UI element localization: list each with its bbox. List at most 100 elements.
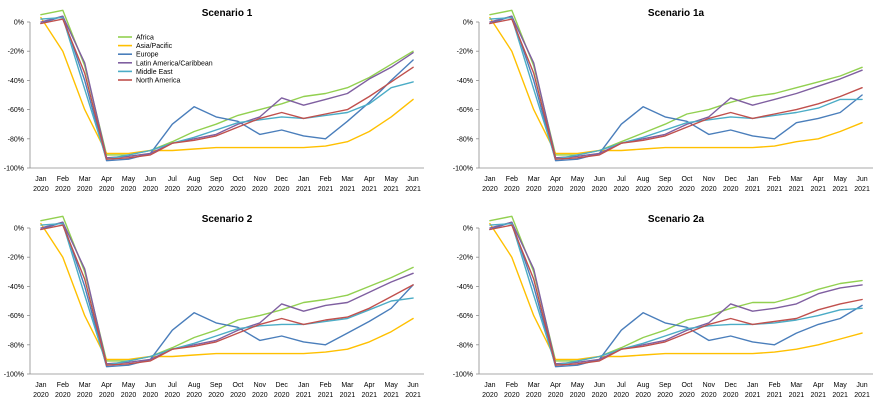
series-line-europe (489, 221, 863, 368)
series-line-middle-east (40, 16, 414, 160)
y-tick-label: -100% (4, 166, 24, 173)
x-tick-label: Jun 2021 (405, 382, 421, 399)
x-tick-label: Jan 2021 (296, 382, 312, 399)
x-tick-label: Jul 2020 (164, 176, 180, 193)
x-tick-label: Aug 2020 (635, 176, 651, 193)
y-tick-label: -20% (8, 255, 24, 262)
y-tick-label: 0% (14, 226, 24, 233)
x-tick-label: May 2021 (832, 382, 848, 399)
x-tick-label: Feb 2021 (318, 382, 334, 399)
x-tick-label: Jun 2021 (854, 382, 870, 399)
legend-label: North America (136, 78, 180, 85)
x-tick-label: Aug 2020 (186, 382, 202, 399)
y-tick-label: -20% (457, 255, 473, 262)
y-tick-label: 0% (14, 20, 24, 27)
x-tick-label: Jun 2021 (854, 176, 870, 193)
chart-title: Scenario 2 (202, 214, 253, 225)
x-tick-label: Mar 2020 (77, 176, 93, 193)
series-line-asia-pacific (489, 222, 863, 361)
x-tick-label: Oct 2020 (230, 176, 246, 193)
x-tick-label: Oct 2020 (230, 382, 246, 399)
series-line-europe (40, 221, 414, 368)
x-tick-label: Feb 2020 (55, 176, 71, 193)
x-tick-label: Jun 2021 (405, 176, 421, 193)
chart-title: Scenario 2a (648, 214, 705, 225)
x-tick-label: Mar 2020 (77, 382, 93, 399)
x-tick-label: Dec 2020 (723, 176, 739, 193)
series-line-latin-america-caribbean (489, 15, 863, 159)
x-tick-label: May 2021 (383, 382, 399, 399)
x-tick-label: Feb 2020 (504, 176, 520, 193)
legend-label: Middle East (136, 69, 173, 76)
x-tick-label: Apr 2020 (99, 382, 115, 399)
x-tick-label: Jul 2020 (613, 176, 629, 193)
x-tick-label: Mar 2020 (526, 382, 542, 399)
y-tick-label: -20% (8, 49, 24, 56)
x-tick-label: Nov 2020 (252, 382, 268, 399)
y-tick-label: -60% (8, 107, 24, 114)
x-tick-label: Jan 2021 (745, 176, 761, 193)
x-tick-label: Jan 2020 (33, 382, 49, 399)
x-tick-label: Jan 2021 (745, 382, 761, 399)
x-tick-label: May 2020 (121, 382, 137, 399)
chart-title: Scenario 1a (648, 8, 705, 19)
x-tick-label: Aug 2020 (186, 176, 202, 193)
y-tick-label: -80% (457, 342, 473, 349)
x-tick-label: Sep 2020 (657, 382, 673, 399)
y-tick-label: 0% (463, 20, 473, 27)
x-tick-label: Nov 2020 (701, 176, 717, 193)
x-tick-label: May 2021 (383, 176, 399, 193)
x-tick-label: Jun 2020 (592, 382, 608, 399)
y-tick-label: -20% (457, 49, 473, 56)
x-tick-label: Feb 2020 (55, 382, 71, 399)
y-tick-label: -40% (8, 284, 24, 291)
x-tick-label: Mar 2020 (526, 176, 542, 193)
x-tick-label: Jun 2020 (143, 176, 159, 193)
legend-label: Asia/Pacific (136, 43, 173, 50)
series-line-europe (40, 15, 414, 162)
x-tick-label: May 2020 (570, 176, 586, 193)
x-tick-label: Apr 2020 (99, 176, 115, 193)
series-line-europe (489, 15, 863, 162)
x-tick-label: Feb 2020 (504, 382, 520, 399)
legend-label: Latin America/Caribbean (136, 60, 213, 67)
x-tick-label: Jun 2020 (143, 382, 159, 399)
series-line-asia-pacific (40, 16, 414, 155)
y-tick-label: 0% (463, 226, 473, 233)
x-tick-label: Feb 2021 (767, 382, 783, 399)
x-tick-label: Mar 2021 (789, 176, 805, 193)
x-tick-label: Dec 2020 (274, 176, 290, 193)
x-tick-label: Apr 2021 (361, 382, 377, 399)
y-tick-label: -80% (457, 136, 473, 143)
x-tick-label: May 2021 (832, 176, 848, 193)
x-tick-label: Dec 2020 (274, 382, 290, 399)
chart-panel-1: Scenario 1 0% -20% -40% -60% -80% -100% Jan 2020… (0, 0, 433, 200)
chart-title: Scenario 1 (202, 8, 253, 19)
series-line-middle-east (40, 222, 414, 366)
line-chart: Scenario 2 0% -20% -40% -60% -80% -100% Jan 2020… (4, 214, 424, 399)
x-tick-label: Apr 2021 (810, 176, 826, 193)
line-chart: Scenario 1a 0% -20% -40% -60% -80% -100% Jan 202… (453, 8, 873, 193)
x-tick-label: Apr 2021 (361, 176, 377, 193)
series-line-north-america (489, 18, 863, 160)
line-chart: Scenario 2a 0% -20% -40% -60% -80% -100% Jan 202… (453, 214, 873, 399)
x-tick-label: Sep 2020 (657, 176, 673, 193)
x-tick-label: Oct 2020 (679, 382, 695, 399)
chart-panel-3: Scenario 2 0% -20% -40% -60% -80% -100% Jan 2020… (0, 206, 433, 406)
x-tick-label: Jun 2020 (592, 176, 608, 193)
line-chart: Scenario 1 0% -20% -40% -60% -80% -100% Jan 2020… (4, 8, 424, 193)
x-tick-label: Jul 2020 (164, 382, 180, 399)
y-tick-label: -80% (8, 136, 24, 143)
y-tick-label: -60% (457, 107, 473, 114)
y-tick-label: -60% (8, 313, 24, 320)
series-line-latin-america-caribbean (40, 15, 414, 159)
x-tick-label: May 2020 (121, 176, 137, 193)
x-tick-label: Oct 2020 (679, 176, 695, 193)
legend-label: Africa (136, 35, 154, 42)
x-tick-label: Jan 2020 (482, 176, 498, 193)
series-line-north-america (40, 18, 414, 160)
x-tick-label: Mar 2021 (789, 382, 805, 399)
x-tick-label: Feb 2021 (318, 176, 334, 193)
x-tick-label: Jan 2021 (296, 176, 312, 193)
